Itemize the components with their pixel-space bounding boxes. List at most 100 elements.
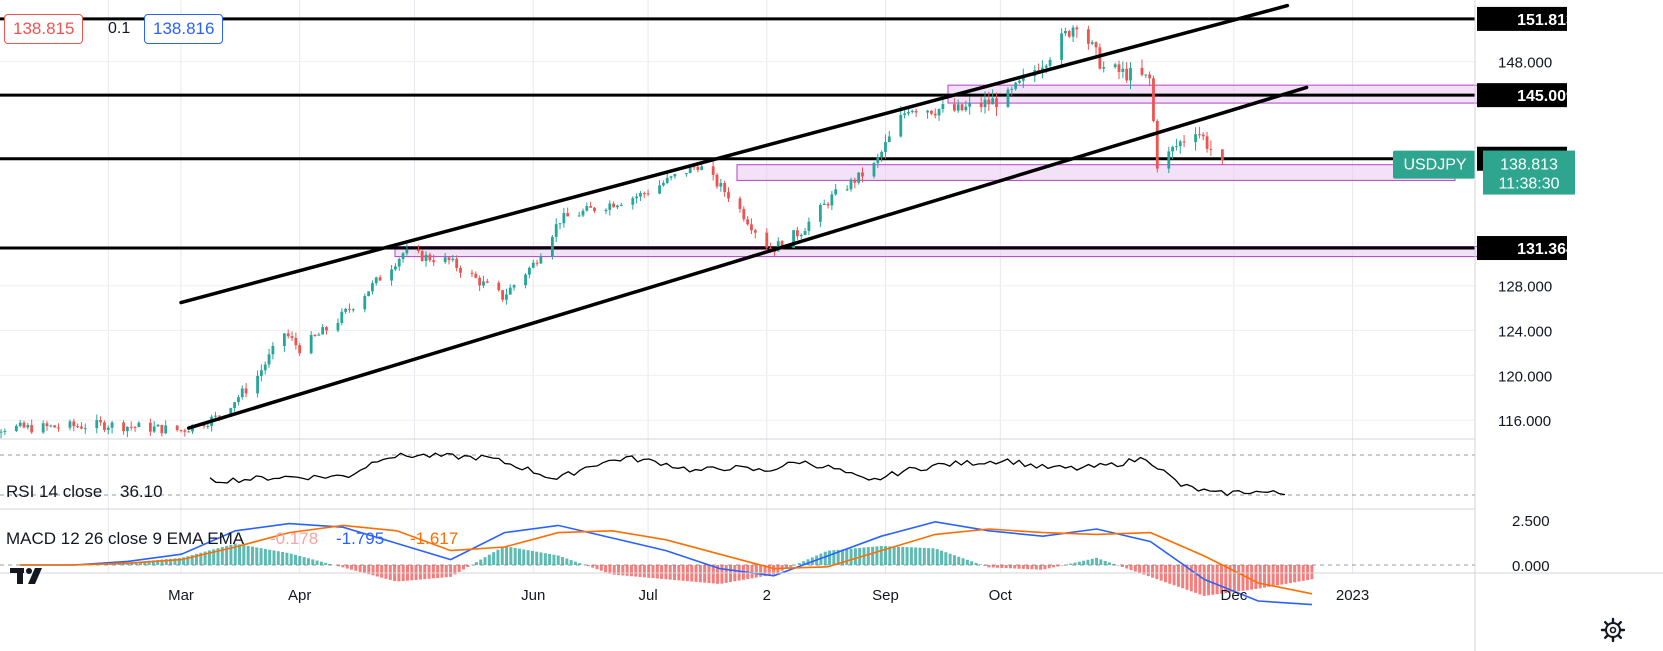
candle-body <box>336 322 340 331</box>
candle-body <box>1140 67 1144 75</box>
candle-body <box>941 104 945 110</box>
macd-histogram-bar <box>957 556 961 565</box>
macd-histogram-bar <box>324 562 328 565</box>
candle-body <box>773 250 776 252</box>
macd-histogram-bar <box>1151 565 1155 578</box>
macd-histogram-bar <box>948 553 952 565</box>
candle-body <box>1155 121 1159 169</box>
macd-histogram-bar <box>565 558 569 565</box>
macd-histogram-bar <box>1142 565 1146 575</box>
macd-histogram-bar <box>444 565 448 578</box>
candle-body <box>830 194 834 206</box>
macd-histogram-bar <box>772 565 776 575</box>
candle-body <box>1178 141 1182 147</box>
candle-body <box>884 142 887 152</box>
candle-body <box>585 206 589 211</box>
channel-trendline <box>179 3 1290 305</box>
macd-histogram-bar <box>1082 560 1086 565</box>
candle-body <box>30 425 34 433</box>
candle-body <box>106 427 110 430</box>
macd-histogram-bar <box>750 565 754 579</box>
macd-histogram-bar <box>1194 565 1198 593</box>
macd-histogram-bar <box>1228 565 1232 593</box>
candle-body <box>237 397 240 403</box>
candle-body <box>3 430 7 432</box>
support-resistance-zones[interactable] <box>394 84 1553 258</box>
macd-histogram-bar <box>1176 565 1180 587</box>
spread-value: 0.1 <box>108 20 131 37</box>
candle-body <box>374 277 378 284</box>
candle-body <box>416 249 420 252</box>
candle-body <box>244 388 248 394</box>
macd-histogram-bar <box>229 544 233 565</box>
macd-histogram-bar <box>720 565 724 584</box>
candle-body <box>317 334 321 336</box>
candle-body <box>849 179 853 190</box>
candle-body <box>26 425 30 428</box>
candle-body <box>1064 30 1067 34</box>
macd-histogram-bar <box>1095 557 1099 565</box>
y-tick-label: 124.000 <box>1498 324 1552 341</box>
rsi-value: 36.10 <box>120 482 163 501</box>
tradingview-logo[interactable] <box>8 563 48 587</box>
macd-histogram-bar <box>1211 565 1215 595</box>
macd-histogram-bar <box>492 552 496 565</box>
horizontal-levels[interactable]: 151.813145.009139.333131.364138.81311:38… <box>0 6 1575 261</box>
candle-body <box>956 104 960 111</box>
candle-body <box>880 151 884 158</box>
candle-body <box>1209 148 1213 150</box>
macd-histogram-bar <box>543 553 547 565</box>
candle-body <box>983 99 987 108</box>
candle-body <box>524 274 527 286</box>
macd-histogram-bar <box>901 546 905 565</box>
macd-histogram-bar <box>918 547 922 565</box>
candle-body <box>497 282 501 291</box>
candle-body <box>937 109 941 116</box>
candle-body <box>979 103 983 108</box>
macd-histogram-bar <box>220 547 224 565</box>
channel-trendline <box>186 85 1309 430</box>
ask-price-box[interactable]: 138.816 <box>144 14 224 44</box>
macd-histogram-bar <box>1155 565 1159 580</box>
macd-histogram-bar <box>1271 565 1275 587</box>
bid-price-box[interactable]: 138.815 <box>4 14 84 44</box>
candle-body <box>558 223 562 225</box>
candle-body <box>148 422 152 432</box>
candle-body <box>1014 82 1018 89</box>
candle-body <box>271 346 275 355</box>
candle-body <box>642 193 646 195</box>
candle-body <box>719 183 723 187</box>
candle-body <box>290 336 294 338</box>
candle-body <box>834 189 838 195</box>
macd-histogram-bar <box>599 565 603 571</box>
macd-histogram-bar <box>655 565 659 579</box>
candle-body <box>753 230 757 233</box>
macd-y-tick-label: 0.000 <box>1512 558 1550 575</box>
candle-body <box>1201 134 1205 137</box>
macd-histogram-bar <box>371 565 375 576</box>
macd-histogram-bar <box>1120 565 1124 567</box>
macd-histogram-bar <box>526 550 530 565</box>
macd-histogram-bar <box>337 565 341 567</box>
candle-body <box>673 174 677 177</box>
macd-histogram-bar <box>259 548 263 565</box>
candle-body <box>792 230 795 248</box>
candle-body <box>700 166 704 170</box>
macd-histogram-bar <box>1280 565 1284 585</box>
candle-body <box>861 172 864 177</box>
candle-body <box>80 426 83 429</box>
y-tick-label: 148.000 <box>1498 55 1552 72</box>
candle-body <box>1086 29 1090 44</box>
trend-channel[interactable] <box>179 3 1309 430</box>
macd-histogram-bar <box>1215 565 1219 595</box>
settings-gear-icon[interactable] <box>1600 617 1626 643</box>
candle-body <box>550 236 554 257</box>
candle-body <box>1010 88 1014 90</box>
candle-body <box>378 277 382 281</box>
macd-histogram-bar <box>272 550 276 565</box>
level-price-label: 151.813 <box>1517 12 1575 29</box>
candle-body <box>1144 74 1148 76</box>
macd-histogram-bar <box>961 558 965 565</box>
